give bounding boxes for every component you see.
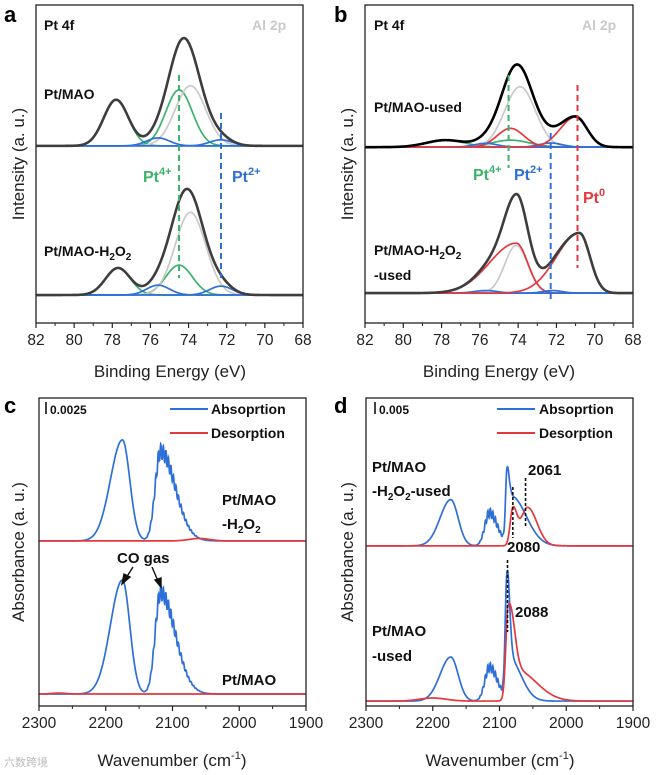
sample-label-pt-mao: Pt/MAO xyxy=(44,86,95,102)
peak-label-2088: 2088 xyxy=(515,604,548,621)
x-tick-label: 80 xyxy=(66,332,84,349)
x-tick-label: 2300 xyxy=(22,715,57,732)
x-axis-label-d: Wavenumber (cm-1) xyxy=(426,750,575,770)
x-axis-label-a: Binding Energy (eV) xyxy=(94,362,246,381)
scale-bar-label: 0.005 xyxy=(379,403,409,417)
x-tick-label: 72 xyxy=(548,332,565,349)
series-absoprtion-0 xyxy=(39,439,306,542)
envelope-curve-1 xyxy=(365,192,633,295)
x-tick-label: 70 xyxy=(256,332,274,349)
series-desorption-3 xyxy=(39,692,306,695)
sample-label-pt-mao: Pt/MAO xyxy=(222,672,276,689)
co-gas-arrows xyxy=(120,566,162,589)
panel-b-title: Pt 4f xyxy=(374,17,405,33)
legend-label-desorption: Desorption xyxy=(539,425,613,441)
sample-label-pt-mao-h2o2: Pt/MAO-H2O2 xyxy=(44,243,132,263)
plot-frame-a xyxy=(35,4,304,324)
legend-label-absorption: Absoprtion xyxy=(539,401,614,417)
x-tick-label: 76 xyxy=(471,332,488,349)
marker-label-pt4: Pt4+ xyxy=(473,164,502,184)
x-axis-label-b: Binding Energy (eV) xyxy=(423,362,575,381)
y-axis-label-b: Intensity (a. u.) xyxy=(338,108,357,220)
sample-label-pt-mao-h2o2-used: Pt/MAO-H2O2-used xyxy=(374,242,462,283)
component-curve-pt4 xyxy=(36,264,303,296)
component-curve-pt0 xyxy=(365,116,633,148)
x-tick-label: 82 xyxy=(356,332,373,349)
panel-letter-a: a xyxy=(4,2,17,27)
series-absoprtion-0 xyxy=(366,465,633,547)
peak-label-2080: 2080 xyxy=(507,539,540,556)
panel-a-title: Pt 4f xyxy=(44,17,75,33)
x-tick-label: 2100 xyxy=(482,715,517,732)
y-axis-label-c: Absorbance (a. u.) xyxy=(9,482,28,622)
x-tick-label: 2200 xyxy=(416,715,451,732)
sample-label-pt-mao-used: Pt/MAO-used xyxy=(374,99,462,115)
y-axis-label-a: Intensity (a. u.) xyxy=(9,108,28,220)
x-tick-label: 1900 xyxy=(616,715,651,732)
x-tick-label: 78 xyxy=(433,332,450,349)
x-tick-label: 2100 xyxy=(155,715,190,732)
x-tick-label: 70 xyxy=(586,332,604,349)
watermark: 六数跨境 xyxy=(4,755,48,769)
marker-label-pt4: Pt4+ xyxy=(143,166,172,186)
series-desorption-3 xyxy=(366,602,633,702)
sample-label-pt-mao-used: Pt/MAO-used xyxy=(372,623,426,665)
x-tick-label: 82 xyxy=(27,332,44,349)
envelope-curve-0 xyxy=(36,36,303,148)
panel-letter-d: d xyxy=(334,393,347,418)
panel-b-al2p-label: Al 2p xyxy=(582,17,616,33)
marker-label-pt0: Pt0 xyxy=(583,187,605,207)
panel-a-al2p-label: Al 2p xyxy=(252,17,286,33)
scale-bar-label: 0.0025 xyxy=(50,403,87,417)
panel-letter-c: c xyxy=(4,393,16,418)
plot-frame-c xyxy=(38,397,307,707)
sample-label-pt-mao-h2o2-used: Pt/MAO-H2O2-used xyxy=(372,459,451,503)
x-tick-label: 2000 xyxy=(549,715,584,732)
x-tick-label: 1900 xyxy=(289,715,324,732)
y-axis-label-d: Absorbance (a. u.) xyxy=(338,482,357,622)
x-tick-label: 2000 xyxy=(222,715,257,732)
legend-label-absorption: Absoprtion xyxy=(211,401,286,417)
series-desorption-1 xyxy=(366,505,633,547)
legend-label-desorption: Desorption xyxy=(211,425,285,441)
x-tick-label: 2200 xyxy=(89,715,124,732)
x-tick-label: 80 xyxy=(395,332,413,349)
sample-label-pt-mao-h2o2: Pt/MAO-H2O2 xyxy=(222,492,276,536)
x-tick-label: 2300 xyxy=(349,715,384,732)
marker-label-pt2: Pt2+ xyxy=(514,164,543,184)
component-curve-pt2-b xyxy=(36,284,303,296)
x-tick-label: 76 xyxy=(142,332,159,349)
x-axis-label-c: Wavenumber (cm-1) xyxy=(98,750,247,770)
x-tick-label: 74 xyxy=(180,332,198,349)
x-tick-label: 68 xyxy=(624,332,641,349)
series-desorption-1 xyxy=(39,537,306,542)
envelope-curve-0 xyxy=(365,63,633,149)
peak-label-2061: 2061 xyxy=(528,462,561,479)
co-gas-annotation: CO gas xyxy=(117,550,170,567)
x-tick-label: 78 xyxy=(104,332,121,349)
panel-letter-b: b xyxy=(334,2,347,27)
x-tick-label: 72 xyxy=(218,332,235,349)
x-tick-label: 74 xyxy=(510,332,528,349)
marker-label-pt2: Pt2+ xyxy=(232,166,261,186)
x-tick-label: 68 xyxy=(294,332,311,349)
envelope-curve-1 xyxy=(36,187,303,297)
